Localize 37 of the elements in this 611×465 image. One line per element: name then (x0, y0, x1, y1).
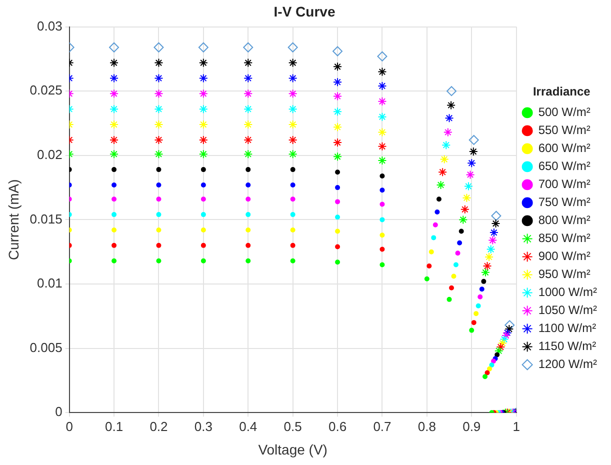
legend-label: 500 W/m² (538, 105, 590, 120)
legend-label: 1050 W/m² (538, 303, 598, 318)
y-tick-label: 0.02 (37, 146, 62, 162)
y-tick-label: 0.015 (30, 211, 62, 226)
x-tick-label: 0.4 (239, 418, 258, 434)
legend-label: 1150 W/m² (538, 339, 596, 354)
x-tick-label: 0.2 (150, 418, 168, 434)
legend-label: 1200 W/m² (538, 357, 598, 372)
legend-label: 550 W/m² (538, 123, 590, 138)
x-axis-title: Voltage (V) (258, 441, 328, 458)
x-tick-label: 0.9 (462, 418, 481, 434)
legend-label: 700 W/m² (538, 177, 590, 192)
legend-label: 1000 W/m² (538, 285, 598, 300)
y-axis-title: Current (mA) (5, 179, 22, 260)
legend-label: 850 W/m² (538, 231, 590, 246)
x-tick-label: 0.8 (418, 418, 436, 434)
legend-title: Irradiance (532, 84, 591, 99)
legend-label: 650 W/m² (538, 159, 590, 174)
y-tick-label: 0.005 (30, 340, 62, 355)
y-tick-label: 0.025 (30, 82, 62, 98)
x-tick-label: 0.6 (328, 418, 347, 434)
x-tick-label: 0.5 (284, 418, 302, 434)
x-tick-label: 0.7 (373, 418, 392, 434)
y-tick-label: 0.01 (37, 276, 62, 291)
legend-label: 950 W/m² (538, 267, 590, 282)
chart-title: I-V Curve (274, 3, 336, 20)
x-tick-label: 0 (66, 418, 73, 434)
legend-label: 900 W/m² (538, 249, 590, 264)
x-tick-label: 0.1 (104, 418, 124, 434)
y-tick-label: 0 (55, 404, 62, 420)
x-tick-label: 0.3 (194, 418, 212, 434)
y-tick-label: 0.03 (37, 18, 62, 34)
legend-label: 800 W/m² (538, 213, 590, 228)
legend-label: 750 W/m² (538, 195, 590, 210)
x-tick-label: 1 (512, 418, 520, 434)
legend-label: 1100 W/m² (538, 321, 596, 336)
legend-label: 600 W/m² (538, 141, 590, 156)
